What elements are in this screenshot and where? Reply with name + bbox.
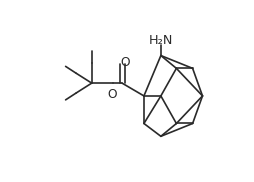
Text: O: O [120, 56, 130, 69]
Text: O: O [107, 88, 117, 101]
Text: H₂N: H₂N [149, 34, 173, 47]
